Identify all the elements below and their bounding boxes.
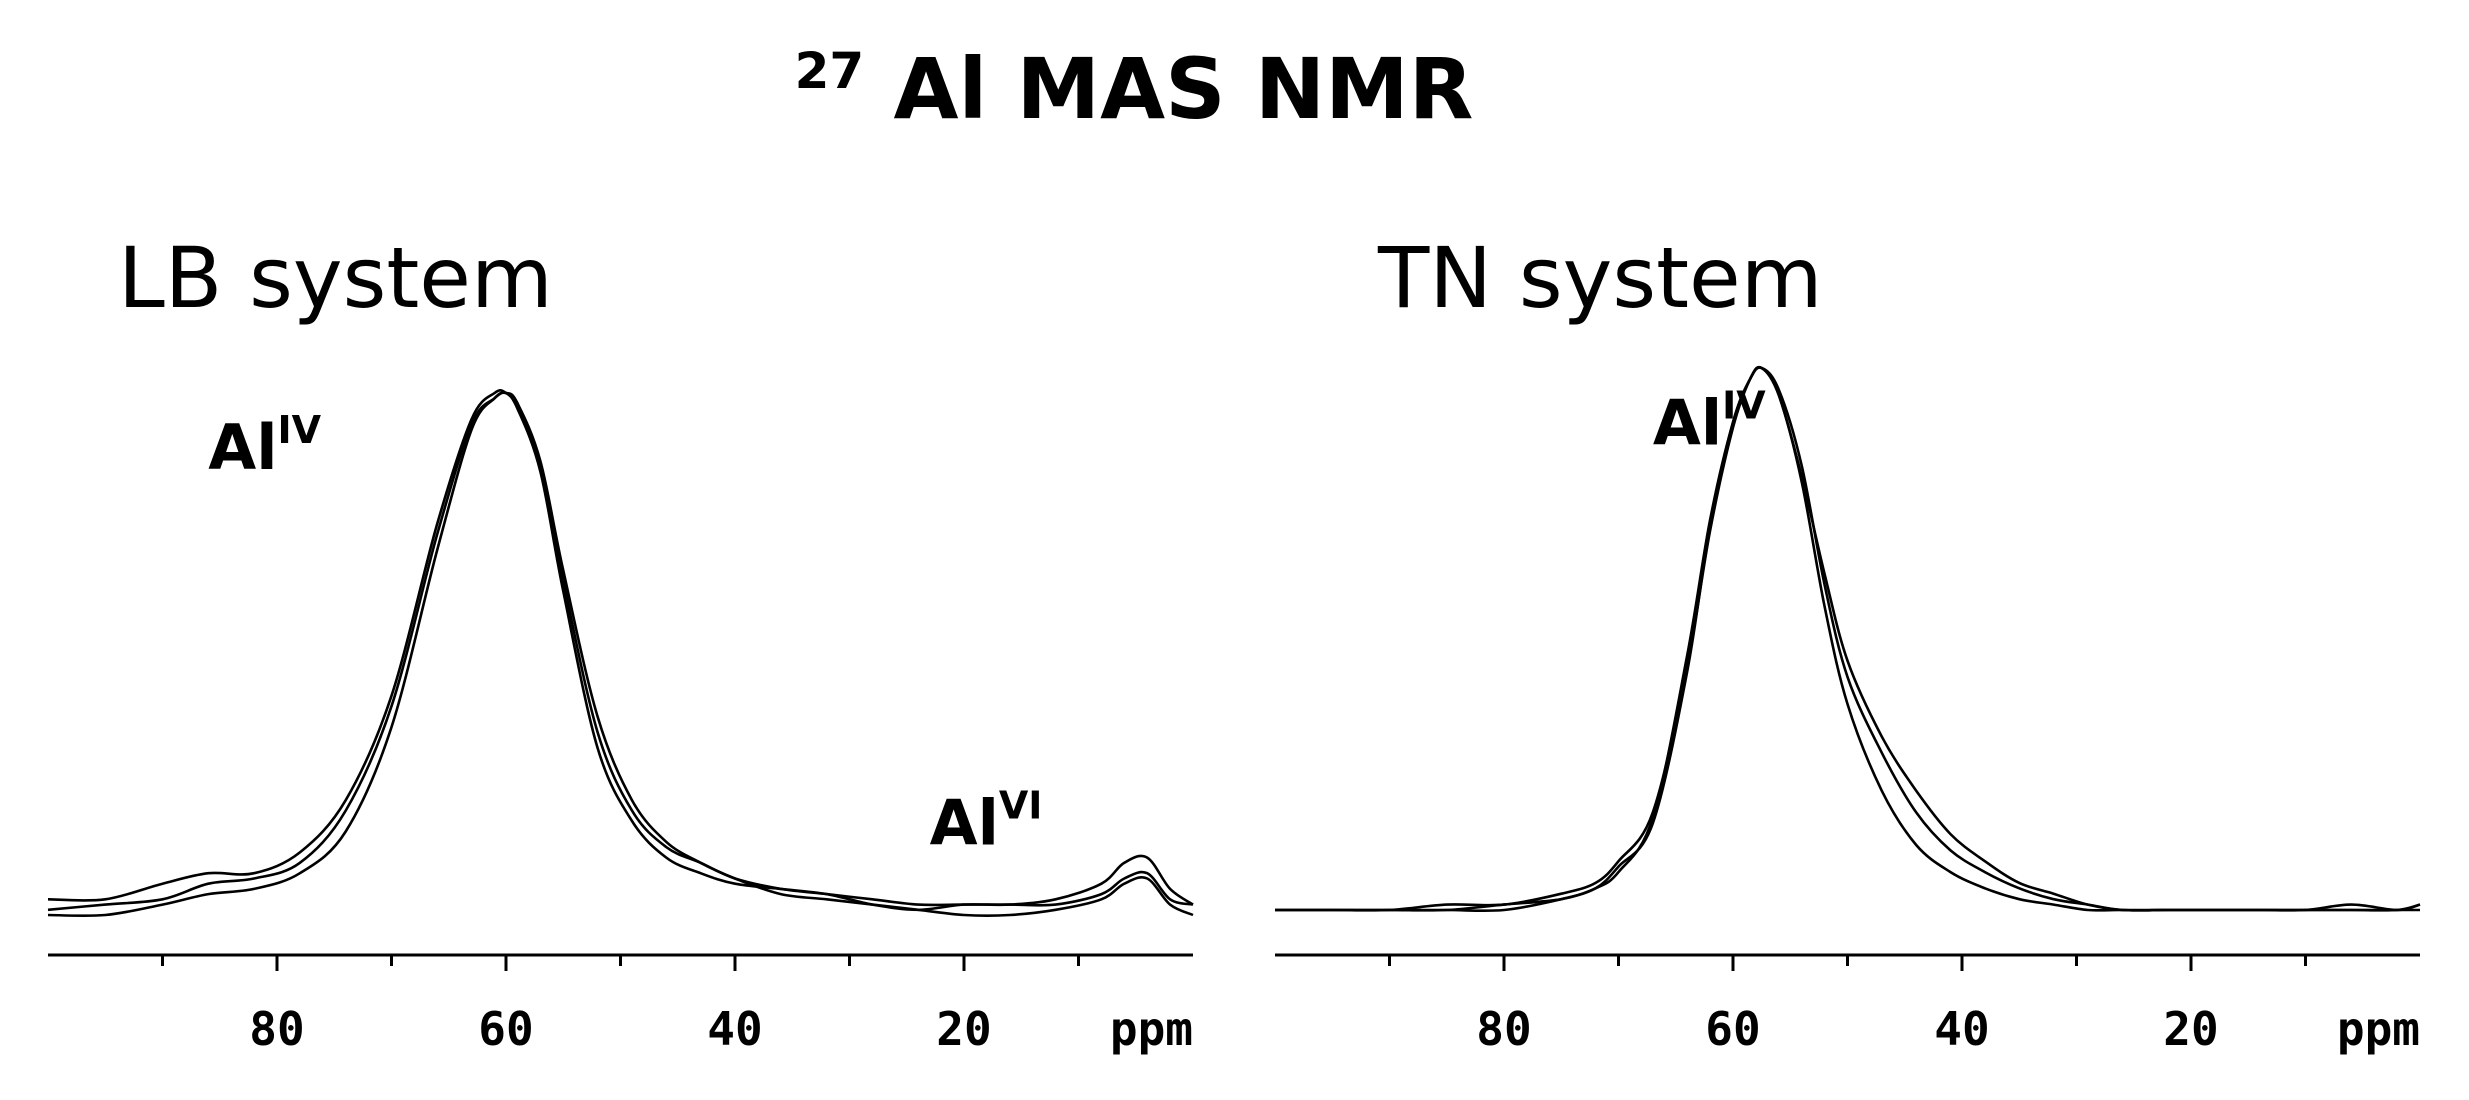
figure-title: 27 Al MAS NMR — [795, 10, 1474, 138]
spectrum-curves — [47, 389, 1194, 918]
spectrum-trace — [1274, 366, 2421, 912]
spectrum-trace — [47, 391, 1194, 912]
spectrum-trace — [47, 391, 1194, 918]
peak-labels: AlIV — [1653, 384, 1766, 460]
tn-spectrum-panel: TN system AlIV 80 60 40 20 ppm — [1274, 229, 2421, 1056]
spectrum-trace — [1274, 365, 2420, 913]
panel-title: TN system — [1377, 229, 1823, 327]
lb-spectrum-panel: LB system AlIV AlVI 80 60 40 20 ppm — [47, 229, 1194, 1056]
x-tick-label: 80 — [1476, 1002, 1531, 1056]
spectrum-trace — [1274, 365, 2421, 912]
peak-label: AlVI — [930, 784, 1043, 860]
x-axis-tick-labels: 80 60 40 20 — [249, 1002, 991, 1056]
x-tick-label: 20 — [2163, 1002, 2218, 1056]
x-tick-label: 40 — [1934, 1002, 1989, 1056]
x-axis-ticks — [161, 955, 1080, 971]
x-axis-tick-labels: 80 60 40 20 — [1476, 1002, 2218, 1056]
figure-title-text: Al MAS NMR — [893, 40, 1473, 138]
peak-label: AlIV — [208, 408, 321, 484]
x-tick-label: 40 — [707, 1002, 762, 1056]
peak-label: AlIV — [1653, 384, 1766, 460]
peak-labels: AlIV AlVI — [208, 408, 1042, 860]
x-tick-label: 20 — [936, 1002, 991, 1056]
x-tick-label: 80 — [249, 1002, 304, 1056]
x-tick-label: 60 — [478, 1002, 533, 1056]
spectrum-curves — [1274, 365, 2421, 913]
figure-title-superscript: 27 — [795, 42, 865, 100]
panel-title: LB system — [118, 229, 553, 327]
x-axis-unit-label: ppm — [2337, 1002, 2420, 1056]
spectrum-trace — [47, 389, 1194, 912]
x-axis-ticks — [1388, 955, 2307, 971]
x-axis-unit-label: ppm — [1110, 1002, 1193, 1056]
x-tick-label: 60 — [1705, 1002, 1760, 1056]
